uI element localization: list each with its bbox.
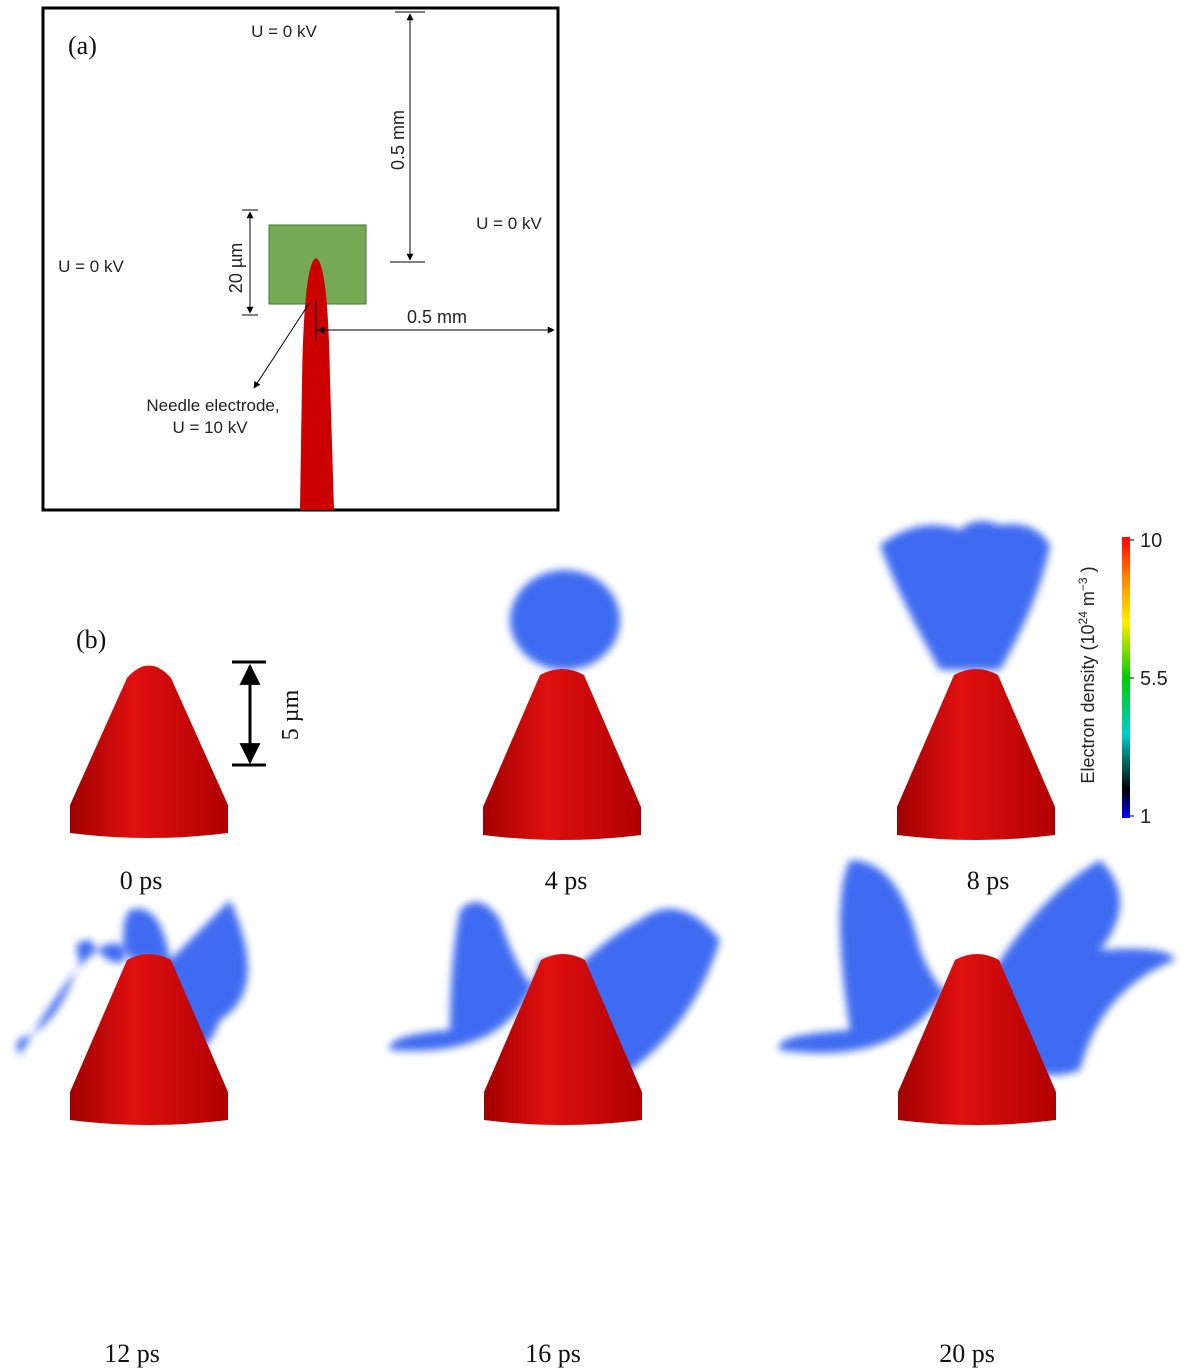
page: (a) U = 0 kV U = 0 kV U = 0 kV 0.5 mm 0.… xyxy=(0,0,1193,1370)
time-label: 16 ps xyxy=(525,1339,581,1368)
colorbar-tick-label: 1 xyxy=(1140,806,1151,828)
dimension-label: 20 µm xyxy=(226,243,246,293)
needle-label: U = 10 kV xyxy=(172,418,248,437)
voltage-label: U = 0 kV xyxy=(476,214,542,233)
title-part: m xyxy=(1078,591,1098,611)
electrode xyxy=(483,669,641,840)
colorbar-tick-label: 5.5 xyxy=(1140,668,1168,690)
title-part: ) xyxy=(1078,566,1098,577)
panel-label: (a) xyxy=(68,31,97,60)
time-label: 4 ps xyxy=(545,866,588,895)
panel-a: (a) U = 0 kV U = 0 kV U = 0 kV 0.5 mm 0.… xyxy=(43,8,558,510)
needle-label: Needle electrode, xyxy=(146,396,279,415)
colorbar-tick-label: 10 xyxy=(1140,530,1162,552)
colorbar-gradient xyxy=(1122,537,1130,818)
figure: (a) U = 0 kV U = 0 kV U = 0 kV 0.5 mm 0.… xyxy=(0,0,1193,1370)
voltage-label: U = 0 kV xyxy=(251,22,317,41)
scale-label: 5 µm xyxy=(278,689,304,740)
dimension-label: 0.5 mm xyxy=(388,110,408,170)
colorbar: Electron density (1024 m−3 ) 10 5.5 1 xyxy=(1076,530,1168,828)
colorbar-title: Electron density (1024 m−3 ) xyxy=(1076,566,1098,783)
time-label: 8 ps xyxy=(967,866,1010,895)
electrode xyxy=(897,669,1055,840)
panel-b: (b) 5 µm 0 ps 4 ps 8 ps 12 ps 16 ps 20 p… xyxy=(17,521,1175,1368)
voltage-label: U = 0 kV xyxy=(58,257,124,276)
title-part: Electron density (10 xyxy=(1078,624,1098,783)
time-label: 20 ps xyxy=(939,1339,995,1368)
electrode xyxy=(70,666,228,839)
time-label: 12 ps xyxy=(104,1339,160,1368)
title-exponent: 24 xyxy=(1076,611,1090,625)
time-label: 0 ps xyxy=(120,866,163,895)
dimension-label: 0.5 mm xyxy=(407,307,467,327)
panel-label: (b) xyxy=(76,625,106,654)
title-exponent: −3 xyxy=(1076,577,1090,591)
